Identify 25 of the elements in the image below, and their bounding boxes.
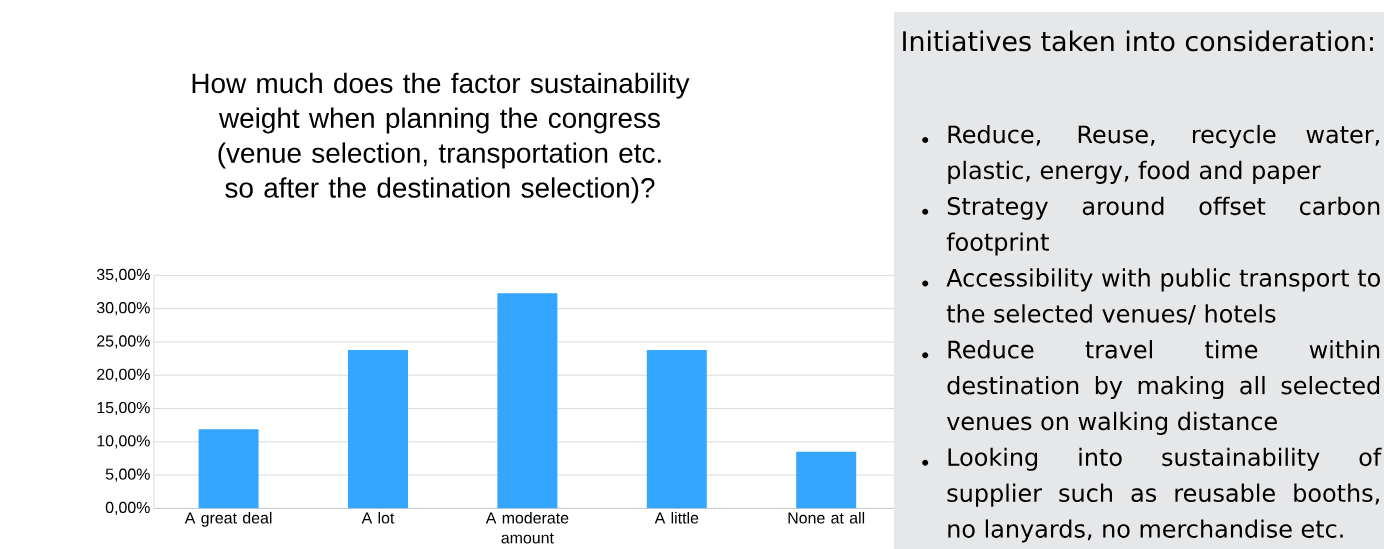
y-tick-label: 5,00% <box>105 468 150 482</box>
x-tick-label: A great deal <box>184 511 272 527</box>
y-tick-label: 25,00% <box>97 335 150 349</box>
y-tick-label: 20,00% <box>97 368 150 382</box>
y-tick-label: 0,00% <box>105 501 150 515</box>
y-tick-label: 30,00% <box>96 302 150 316</box>
x-tick-label: None at all <box>788 511 865 524</box>
y-tick-label: 15,00% <box>97 401 150 416</box>
bar <box>796 451 857 509</box>
bar <box>497 293 558 509</box>
x-tick-label: A little <box>654 511 699 524</box>
x-tick-label: A lot <box>361 511 395 524</box>
chart-title: How much does the factor sustainability weight when planning the congress (venue selection, transportation etc. so after the destination selection)? <box>192 72 690 204</box>
y-tick-label: 10,00% <box>97 435 150 449</box>
text: Looking into sustainability of supplier such as reusable booths, no lanyards, no merchandise etc. <box>947 447 1382 543</box>
bar <box>646 349 707 509</box>
bar <box>198 429 259 509</box>
y-tick-label: 35,00% <box>96 268 150 282</box>
bar <box>347 349 408 509</box>
text: Reduce, Reuse, recycle water, plastic, energy, food and paper <box>948 124 1379 184</box>
text: Initiatives taken into consideration: <box>903 30 1373 52</box>
x-tick-label: A moderate amount <box>485 511 569 544</box>
text: Reduce travel time within destination by making all selected venues on walking distance <box>946 340 1380 435</box>
text: Accessibility with public transport to the selected venues/ hotels <box>946 268 1380 325</box>
text: Strategy around offset carbon footprint <box>946 196 1380 256</box>
